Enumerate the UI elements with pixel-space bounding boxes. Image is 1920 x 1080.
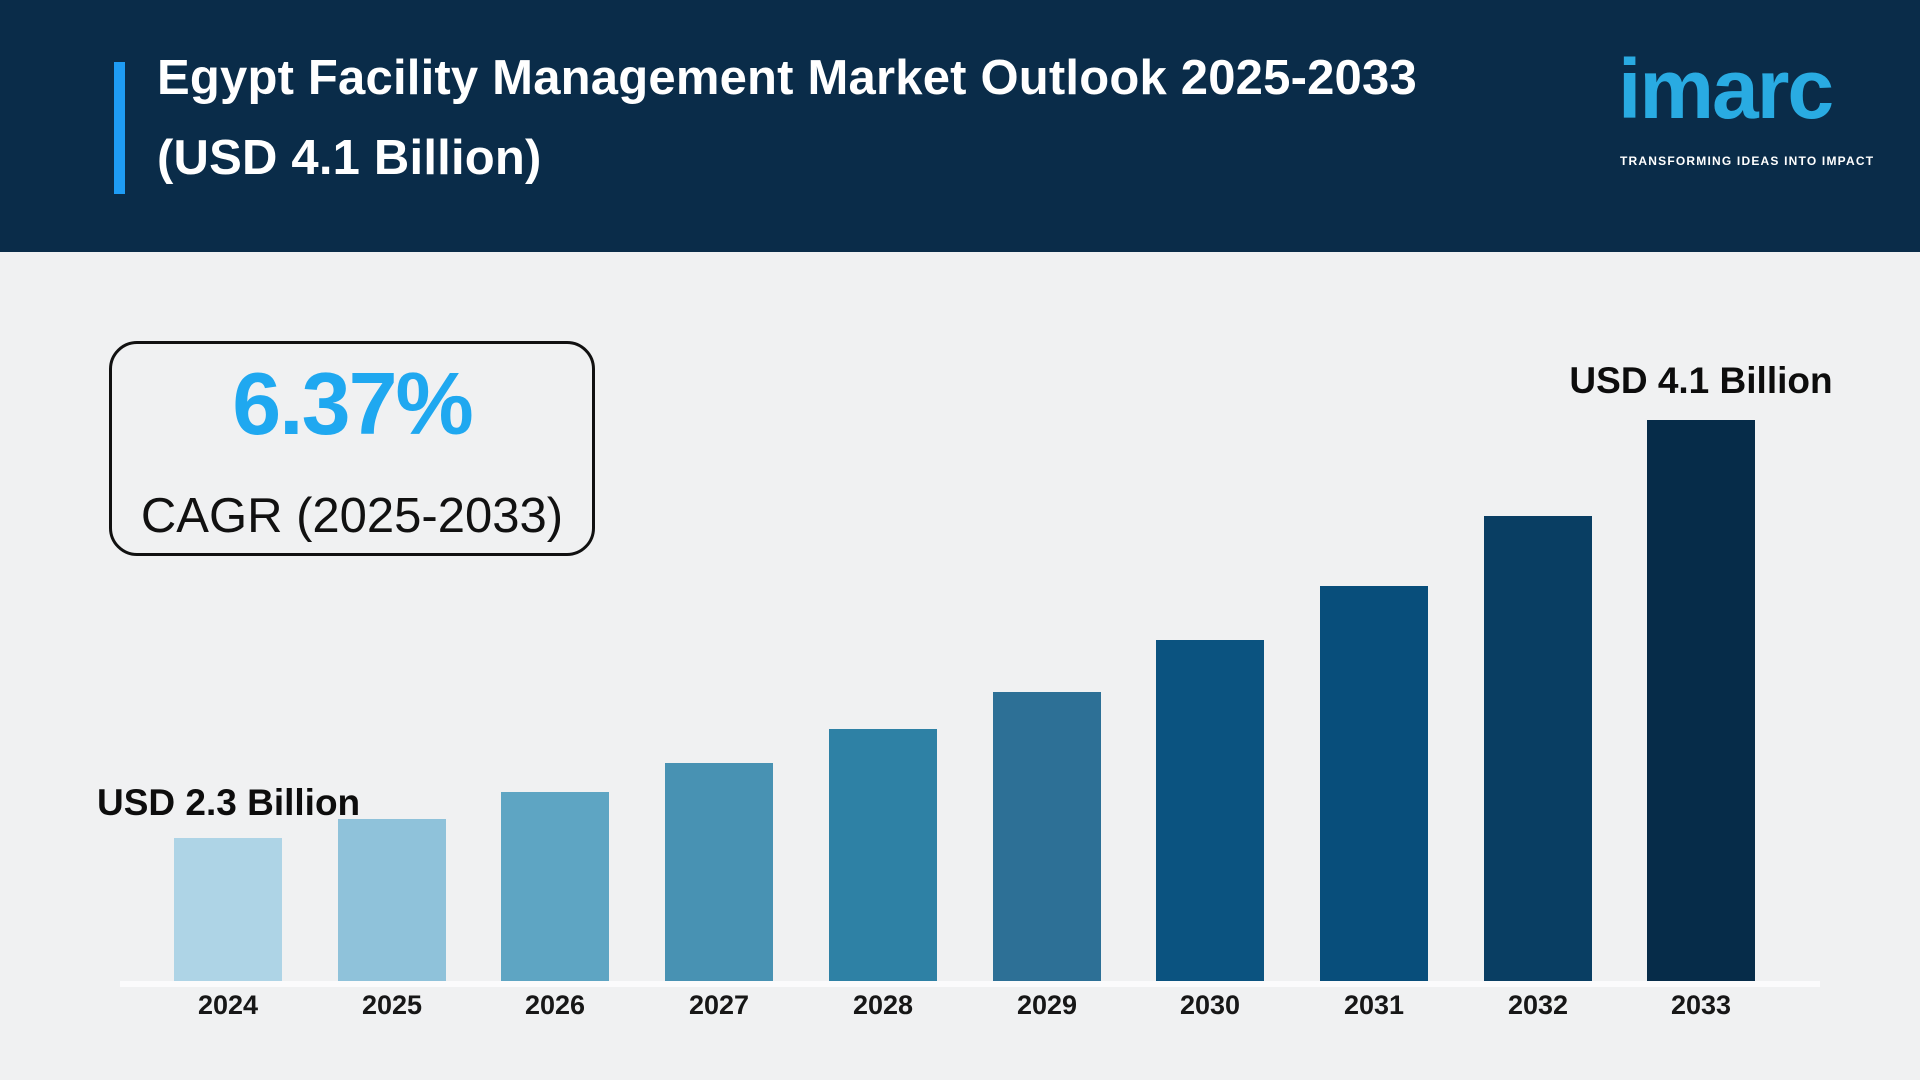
cagr-label: CAGR (2025-2033) [140,489,564,543]
bar-2032 [1484,516,1592,981]
title-accent-bar [114,62,125,194]
bar-2027 [665,763,773,981]
bar-2025 [338,819,446,981]
year-label-2028: 2028 [852,990,914,1020]
year-label-2032: 2032 [1507,990,1569,1020]
year-label-2033: 2033 [1670,990,1732,1020]
bar-2028 [829,729,937,981]
bar-2033 [1647,420,1755,981]
year-label-2029: 2029 [1016,990,1078,1020]
year-label-2027: 2027 [688,990,750,1020]
chart-baseline [120,981,1820,987]
year-label-2025: 2025 [361,990,423,1020]
year-label-2026: 2026 [524,990,586,1020]
page-title-line2: (USD 4.1 Billion) [157,131,542,185]
value-label-2024: USD 2.3 Billion [97,782,361,823]
year-label-2031: 2031 [1343,990,1405,1020]
page-title: Egypt Facility Management Market Outlook… [157,38,1507,198]
header-band: Egypt Facility Management Market Outlook… [0,0,1920,252]
cagr-callout-box: 6.37% CAGR (2025-2033) [109,341,595,556]
imarc-logo: imarc TRANSFORMING IDEAS INTO IMPACT [1618,42,1875,172]
bar-2031 [1320,586,1428,981]
bar-2024 [174,838,282,981]
bar-2030 [1156,640,1264,981]
value-label-2033: USD 4.1 Billion [1569,360,1833,401]
imarc-logo-tagline: TRANSFORMING IDEAS INTO IMPACT [1620,154,1875,168]
year-label-2024: 2024 [197,990,259,1020]
bar-2029 [993,692,1101,981]
page-title-line1: Egypt Facility Management Market Outlook… [157,51,1417,105]
cagr-value: 6.37% [232,354,474,453]
bar-2026 [501,792,609,981]
year-label-2030: 2030 [1179,990,1241,1020]
imarc-logo-wordmark: imarc [1618,42,1834,136]
